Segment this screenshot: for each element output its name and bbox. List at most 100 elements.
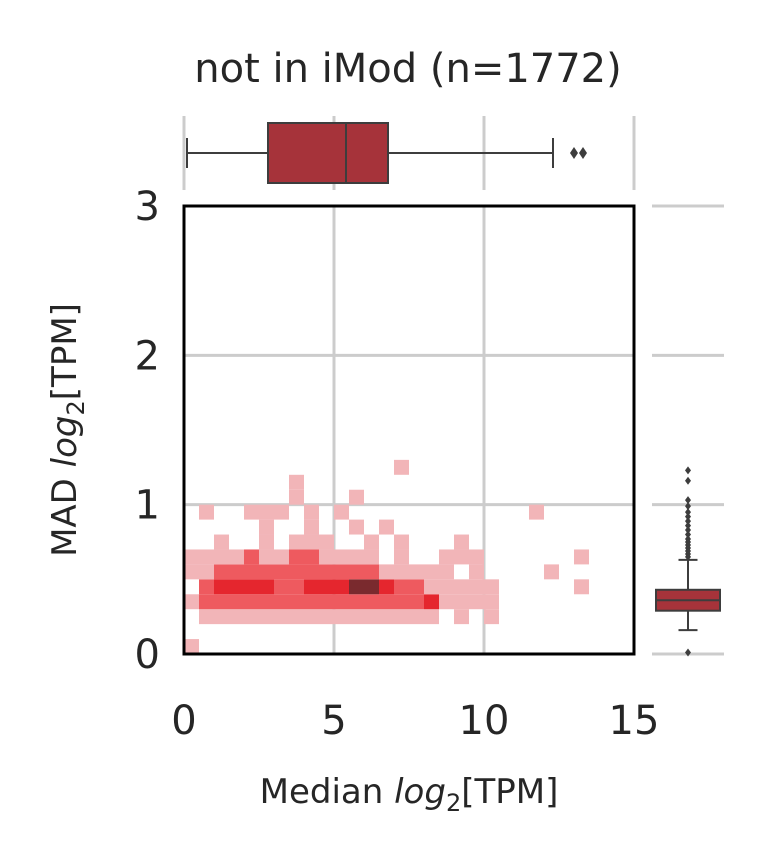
top-boxplot [186,122,587,184]
right-outlier-12 [685,512,691,521]
heatmap-bin-61 [184,564,199,580]
heatmap-bin-78 [439,564,454,580]
heatmap-bin-21 [214,594,229,610]
heatmap-bin-54 [409,579,424,595]
heatmap-bin-101 [289,534,304,550]
heatmap-bin-74 [379,564,394,580]
top-outlier-0 [570,147,578,159]
right-outlier-15 [685,496,691,505]
x-tick-label-1: 5 [321,698,346,744]
heatmap-bin-110 [379,519,394,535]
heatmap-bin-81 [184,549,199,565]
heatmap-bin-76 [409,564,424,580]
heatmap-bin-96 [454,549,469,565]
heatmap-bin-36 [439,594,454,610]
heatmap-bin-118 [289,489,304,505]
heatmap-bin-18 [484,609,499,625]
heatmap-bin-117 [529,504,544,520]
heatmap-bin-65 [244,564,259,580]
heatmap-bin-93 [364,549,379,565]
heatmap-bin-19 [184,594,199,610]
heatmap-bin-121 [394,459,409,475]
y-tick-label-1: 1 [135,483,160,529]
heatmap-bin-26 [289,594,304,610]
right-outlier-14 [685,502,691,511]
heatmap-bin-4 [244,609,259,625]
x-axis-label: Median log2[TPM] [260,772,559,817]
heatmap-bin-71 [334,564,349,580]
heatmap-bin-0 [184,639,199,654]
heatmap-bin-102 [304,534,319,550]
right-outlier-13 [685,508,691,517]
heatmap-bin-77 [424,564,439,580]
main-plot-area: 0 5 10 15 0 1 2 3 [135,184,660,744]
heatmap-bin-80 [544,564,559,580]
top-outlier-1 [579,147,587,159]
heatmap-bins [184,459,589,654]
x-axis-label-math: log [394,772,446,812]
chart-title: not in iMod (n=1772) [194,46,621,92]
heatmap-bin-116 [334,504,349,520]
heatmap-bin-15 [409,609,424,625]
y-axis-label-math: log [45,415,85,467]
right-outlier-10 [685,521,691,530]
heatmap-bin-62 [199,564,214,580]
heatmap-bin-51 [364,579,379,595]
heatmap-bin-16 [424,609,439,625]
heatmap-bin-104 [364,534,379,550]
heatmap-bin-119 [349,489,364,505]
heatmap-bin-5 [259,609,274,625]
top-box-iqr [267,122,389,184]
heatmap-bin-33 [394,594,409,610]
heatmap-bin-97 [469,549,484,565]
top-marginal-boxplot [182,116,636,190]
heatmap-bin-58 [469,579,484,595]
heatmap-bin-111 [199,504,214,520]
heatmap-bin-23 [244,594,259,610]
y-tick-label-3: 3 [135,184,160,230]
heatmap-bin-52 [379,579,394,595]
heatmap-bin-28 [319,594,334,610]
heatmap-bin-98 [574,549,589,565]
heatmap-bin-57 [454,579,469,595]
heatmap-bin-56 [439,579,454,595]
heatmap-bin-39 [484,594,499,610]
y-axis-label-prefix: MAD [45,467,85,557]
heatmap-bin-14 [394,609,409,625]
x-tick-labels: 0 5 10 15 [171,698,659,744]
heatmap-bin-105 [394,534,409,550]
right-outlier-9 [685,526,691,535]
x-tick-label-2: 10 [459,698,510,744]
heatmap-bin-11 [349,609,364,625]
heatmap-bin-27 [304,594,319,610]
heatmap-bin-113 [259,504,274,520]
heatmap-bin-46 [289,579,304,595]
heatmap-bin-120 [289,474,304,490]
heatmap-bin-70 [319,564,334,580]
heatmap-bin-50 [349,579,364,595]
heatmap-bin-115 [304,504,319,520]
heatmap-bin-8 [304,609,319,625]
y-axis-label: MAD log2[TPM] [45,303,90,557]
heatmap-bin-41 [214,579,229,595]
heatmap-bin-6 [274,609,289,625]
heatmap-bin-106 [454,534,469,550]
heatmap-bin-73 [364,564,379,580]
right-outlier-17 [685,466,691,475]
heatmap-bin-2 [214,609,229,625]
heatmap-bin-12 [364,609,379,625]
heatmap-bin-85 [244,549,259,565]
heatmap-bin-108 [304,519,319,535]
heatmap-bin-68 [289,564,304,580]
heatmap-bin-13 [379,609,394,625]
heatmap-bin-79 [469,564,484,580]
heatmap-bin-35 [424,594,439,610]
heatmap-bin-112 [244,504,259,520]
right-marginal-boxplot [652,204,724,657]
heatmap-bin-43 [244,579,259,595]
heatmap-bin-60 [574,579,589,595]
heatmap-bin-42 [229,579,244,595]
heatmap-bin-45 [274,579,289,595]
x-axis-label-suffix: [TPM] [461,772,558,812]
heatmap-bin-1 [199,609,214,625]
